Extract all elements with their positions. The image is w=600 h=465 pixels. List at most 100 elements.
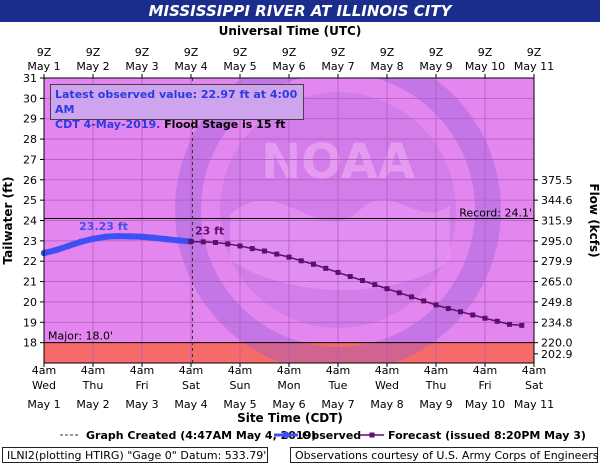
chart-title: MISSISSIPPI RIVER AT ILLINOIS CITY: [0, 0, 600, 22]
forecast-point: [225, 241, 231, 247]
bottom-tick-day: Wed: [32, 379, 56, 392]
observed-last-label: 23 ft: [195, 224, 224, 237]
footer-credit: Observations courtesy of U.S. Army Corps…: [290, 447, 598, 463]
forecast-point: [396, 290, 402, 296]
top-tick-hour: 9Z: [86, 46, 101, 59]
top-tick-date: May 1: [27, 60, 60, 73]
forecast-point: [482, 315, 488, 321]
y-tick-label: 29: [23, 113, 37, 126]
flow-tick-label: 315.9: [541, 215, 573, 228]
bottom-tick-hour: 4am: [277, 364, 301, 377]
top-tick-hour: 9Z: [527, 46, 542, 59]
bottom-tick-hour: 4am: [32, 364, 56, 377]
bottom-tick-day: Thu: [425, 379, 447, 392]
latest-observation-date: CDT 4-May-2019.: [55, 118, 161, 131]
top-tick-hour: 9Z: [135, 46, 150, 59]
bottom-tick-date: May 10: [465, 398, 505, 411]
forecast-point: [262, 248, 267, 254]
top-tick-date: May 5: [223, 60, 256, 73]
legend-forecast-marker: [369, 432, 375, 438]
observed-point: [65, 242, 72, 250]
forecast-point: [458, 309, 463, 315]
bottom-tick-date: May 11: [514, 398, 554, 411]
flow-tick-label: 344.6: [541, 194, 573, 207]
top-axis-label: Universal Time (UTC): [219, 24, 362, 38]
observed-peak-label: 23.23 ft: [79, 220, 128, 233]
y-tick-label: 21: [23, 276, 37, 289]
top-tick-hour: 9Z: [478, 46, 493, 59]
flow-tick-label: 295.0: [541, 235, 573, 248]
legend-observed-label: Observed: [302, 429, 361, 442]
bottom-tick-hour: 4am: [375, 364, 399, 377]
y-tick-label: 24: [23, 215, 37, 228]
bottom-tick-date: May 6: [272, 398, 305, 411]
bottom-tick-hour: 4am: [130, 364, 154, 377]
flood-stage-text: Flood Stage is 15 ft: [160, 118, 286, 131]
forecast-point: [384, 286, 390, 292]
y-tick-label: 20: [23, 296, 37, 309]
bottom-tick-date: May 2: [76, 398, 109, 411]
flow-tick-label: 249.8: [541, 296, 573, 309]
y-tick-label: 26: [23, 174, 37, 187]
top-tick-date: May 7: [321, 60, 354, 73]
observed-point: [114, 232, 121, 240]
y-tick-label: 22: [23, 255, 37, 268]
forecast-point: [311, 261, 316, 267]
forecast-point: [335, 269, 341, 275]
y-tick-label: 28: [23, 133, 37, 146]
forecast-point: [213, 239, 218, 245]
forecast-point: [323, 265, 329, 271]
top-tick-date: May 6: [272, 60, 305, 73]
bottom-tick-hour: 4am: [81, 364, 105, 377]
forecast-point: [409, 294, 414, 300]
forecast-point: [286, 254, 292, 260]
forecast-series-line: [190, 240, 522, 327]
forecast-point: [298, 258, 304, 264]
forecast-point: [507, 321, 512, 327]
forecast-point: [188, 238, 194, 244]
y-tick-label: 19: [23, 316, 37, 329]
latest-observation-line1: Latest observed value: 22.97 ft at 4:00 …: [55, 88, 298, 116]
bottom-tick-day: Fri: [478, 379, 491, 392]
y2-axis-label: Flow (kcfs): [587, 183, 600, 257]
observed-point: [163, 236, 170, 243]
y-tick-label: 25: [23, 194, 37, 207]
top-tick-hour: 9Z: [380, 46, 395, 59]
bottom-tick-day: Sun: [230, 379, 251, 392]
forecast-point: [237, 243, 243, 249]
bottom-tick-day: Sat: [525, 379, 544, 392]
top-tick-date: May 9: [419, 60, 452, 73]
flow-tick-label: 375.5: [541, 174, 573, 187]
legend-forecast-label: Forecast (issued 8:20PM May 3): [388, 429, 586, 442]
bottom-tick-day: Mon: [277, 379, 300, 392]
flow-tick-label: 265.0: [541, 276, 573, 289]
flow-tick-label: 234.8: [541, 316, 573, 329]
flow-tick-label: 202.9: [541, 348, 573, 361]
bottom-tick-hour: 4am: [326, 364, 350, 377]
observed-point: [53, 246, 60, 254]
observed-point: [126, 233, 133, 240]
bottom-tick-day: Tue: [328, 379, 348, 392]
legend-graph-created-label: Graph Created (4:47AM May 4, 2019): [86, 429, 316, 442]
forecast-point: [421, 298, 427, 304]
top-tick-date: May 3: [125, 60, 158, 73]
top-tick-hour: 9Z: [282, 46, 297, 59]
y-tick-label: 31: [23, 72, 37, 85]
legend-observed-marker: [282, 431, 290, 439]
bottom-tick-day: Fri: [135, 379, 148, 392]
top-tick-date: May 10: [465, 60, 505, 73]
forecast-point: [360, 278, 365, 284]
top-tick-hour: 9Z: [429, 46, 444, 59]
top-tick-hour: 9Z: [233, 46, 248, 59]
bottom-tick-day: Thu: [82, 379, 104, 392]
bottom-tick-hour: 4am: [228, 364, 252, 377]
forecast-point: [347, 273, 353, 279]
bottom-tick-hour: 4am: [473, 364, 497, 377]
observed-point: [175, 237, 182, 244]
y-tick-label: 23: [23, 235, 37, 248]
latest-observation-line2: CDT 4-May-2019. Flood Stage is 15 ft: [55, 117, 299, 132]
observed-point: [89, 235, 97, 243]
top-tick-hour: 9Z: [184, 46, 199, 59]
major-label: Major: 18.0': [48, 330, 113, 343]
observed-point: [77, 238, 84, 246]
